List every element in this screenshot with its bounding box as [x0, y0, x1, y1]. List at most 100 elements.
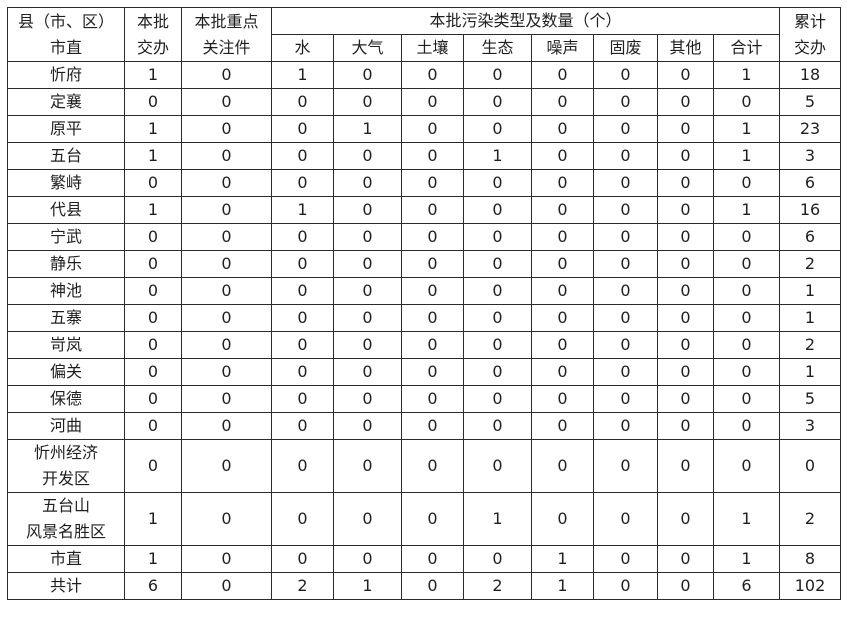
value-cell: 0	[531, 304, 594, 332]
value-cell: 0	[333, 358, 402, 386]
value-cell: 2	[779, 250, 842, 278]
value-cell: 1	[463, 492, 532, 546]
value-cell: 0	[593, 385, 658, 413]
value-cell: 0	[593, 412, 658, 440]
header-pollution-group: 本批污染类型及数量（个）	[270, 7, 781, 35]
value-cell: 0	[531, 358, 594, 386]
row-name-cell: 繁峙	[7, 169, 125, 197]
value-cell: 0	[271, 169, 334, 197]
value-cell: 1	[712, 61, 781, 89]
value-cell: 0	[181, 385, 272, 413]
pollution-assignment-table: 县（市、区） 市直 本批 交办 本批重点 关注件 本批污染类型及数量（个） 累计…	[7, 7, 842, 600]
value-cell: 1	[779, 358, 842, 386]
value-cell: 0	[657, 331, 714, 359]
value-cell: 0	[593, 142, 658, 170]
header-cumulative-assigned: 累计 交办	[779, 7, 842, 62]
value-cell: 0	[181, 169, 272, 197]
value-cell: 1	[333, 115, 402, 143]
value-cell: 1	[124, 142, 182, 170]
table-row: 繁峙 0 0 0 0 0 0 0 0 0 0 6	[7, 169, 842, 197]
value-cell: 1	[712, 545, 781, 573]
value-cell: 0	[463, 439, 532, 493]
value-cell: 0	[657, 385, 714, 413]
header-region: 县（市、区） 市直	[7, 7, 125, 62]
value-cell: 0	[463, 545, 532, 573]
value-cell: 0	[401, 196, 464, 224]
value-cell: 0	[531, 169, 594, 197]
value-cell: 0	[333, 304, 402, 332]
table-row: 保德 0 0 0 0 0 0 0 0 0 0 5	[7, 385, 842, 413]
value-cell: 0	[463, 304, 532, 332]
header-pollution-type: 生态	[463, 34, 532, 62]
row-name-cell: 保德	[7, 385, 125, 413]
value-cell: 0	[333, 61, 402, 89]
value-cell: 0	[271, 412, 334, 440]
table-row: 代县 1 0 1 0 0 0 0 0 0 1 16	[7, 196, 842, 224]
value-cell: 1	[531, 572, 594, 600]
value-cell: 0	[124, 277, 182, 305]
value-cell: 0	[712, 358, 781, 386]
table-row: 宁武 0 0 0 0 0 0 0 0 0 0 6	[7, 223, 842, 251]
header-pollution-type: 大气	[333, 34, 402, 62]
value-cell: 1	[271, 196, 334, 224]
value-cell: 0	[712, 223, 781, 251]
value-cell: 0	[124, 88, 182, 116]
value-cell: 0	[401, 412, 464, 440]
value-cell: 1	[712, 492, 781, 546]
value-cell: 6	[124, 572, 182, 600]
value-cell: 0	[593, 331, 658, 359]
value-cell: 0	[271, 142, 334, 170]
value-cell: 0	[124, 223, 182, 251]
row-name-cell: 市直	[7, 545, 125, 573]
value-cell: 0	[271, 385, 334, 413]
value-cell: 0	[333, 277, 402, 305]
value-cell: 0	[401, 358, 464, 386]
header-pollution-type: 噪声	[531, 34, 594, 62]
value-cell: 0	[181, 61, 272, 89]
value-cell: 0	[463, 250, 532, 278]
value-cell: 0	[271, 277, 334, 305]
value-cell: 0	[271, 492, 334, 546]
row-name-cell: 神池	[7, 277, 125, 305]
value-cell: 0	[657, 196, 714, 224]
value-cell: 0	[463, 277, 532, 305]
value-cell: 0	[333, 545, 402, 573]
value-cell: 0	[181, 545, 272, 573]
table-row: 忻府 1 0 1 0 0 0 0 0 0 1 18	[7, 61, 842, 89]
value-cell: 0	[401, 223, 464, 251]
value-cell: 0	[712, 385, 781, 413]
value-cell: 0	[531, 439, 594, 493]
table-row: 河曲 0 0 0 0 0 0 0 0 0 0 3	[7, 412, 842, 440]
value-cell: 0	[271, 223, 334, 251]
row-name-cell: 忻州经济 开发区	[7, 439, 125, 493]
value-cell: 0	[181, 250, 272, 278]
value-cell: 0	[463, 196, 532, 224]
value-cell: 0	[531, 196, 594, 224]
table-row: 神池 0 0 0 0 0 0 0 0 0 0 1	[7, 277, 842, 305]
value-cell: 0	[657, 61, 714, 89]
value-cell: 0	[593, 250, 658, 278]
value-cell: 0	[333, 250, 402, 278]
value-cell: 8	[779, 545, 842, 573]
value-cell: 0	[181, 277, 272, 305]
value-cell: 0	[593, 358, 658, 386]
table-row: 忻州经济 开发区 0 0 0 0 0 0 0 0 0 0 0	[7, 439, 842, 493]
header-pollution-type: 水	[271, 34, 334, 62]
header-row-1: 县（市、区） 市直 本批 交办 本批重点 关注件 本批污染类型及数量（个） 累计…	[7, 7, 842, 62]
value-cell: 0	[401, 331, 464, 359]
value-cell: 2	[779, 492, 842, 546]
value-cell: 0	[593, 572, 658, 600]
value-cell: 0	[333, 385, 402, 413]
value-cell: 0	[657, 277, 714, 305]
value-cell: 0	[181, 492, 272, 546]
value-cell: 0	[271, 115, 334, 143]
value-cell: 0	[593, 169, 658, 197]
value-cell: 0	[657, 142, 714, 170]
value-cell: 1	[333, 572, 402, 600]
value-cell: 0	[401, 88, 464, 116]
value-cell: 0	[124, 331, 182, 359]
header-key-focus-items: 本批重点 关注件	[181, 7, 272, 62]
value-cell: 1	[124, 61, 182, 89]
row-name-cell: 五台	[7, 142, 125, 170]
value-cell: 1	[712, 142, 781, 170]
